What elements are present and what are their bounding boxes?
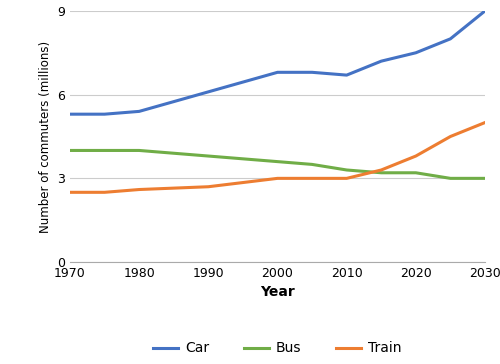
Bus: [413, 171, 419, 175]
Bus: [67, 148, 73, 153]
Line: Car: Car: [70, 11, 485, 114]
Train: [448, 134, 454, 139]
Bus: [206, 154, 212, 158]
Car: [448, 37, 454, 41]
Train: [206, 185, 212, 189]
Line: Train: Train: [70, 123, 485, 192]
Train: [102, 190, 107, 194]
Y-axis label: Number of commuters (millions): Number of commuters (millions): [38, 40, 52, 233]
Bus: [448, 176, 454, 181]
X-axis label: Year: Year: [260, 285, 295, 300]
Train: [274, 176, 280, 181]
Train: [136, 187, 142, 192]
Train: [378, 168, 384, 172]
Car: [136, 109, 142, 114]
Car: [413, 51, 419, 55]
Train: [67, 190, 73, 194]
Bus: [482, 176, 488, 181]
Car: [309, 70, 315, 75]
Car: [206, 90, 212, 94]
Car: [67, 112, 73, 116]
Car: [482, 9, 488, 13]
Legend: Car, Bus, Train: Car, Bus, Train: [148, 336, 408, 361]
Train: [413, 154, 419, 158]
Car: [102, 112, 107, 116]
Car: [344, 73, 349, 77]
Car: [378, 59, 384, 63]
Bus: [378, 171, 384, 175]
Train: [482, 120, 488, 125]
Car: [274, 70, 280, 75]
Line: Bus: Bus: [70, 150, 485, 178]
Train: [309, 176, 315, 181]
Bus: [344, 168, 349, 172]
Bus: [309, 162, 315, 167]
Bus: [274, 159, 280, 164]
Bus: [102, 148, 107, 153]
Train: [344, 176, 349, 181]
Bus: [136, 148, 142, 153]
